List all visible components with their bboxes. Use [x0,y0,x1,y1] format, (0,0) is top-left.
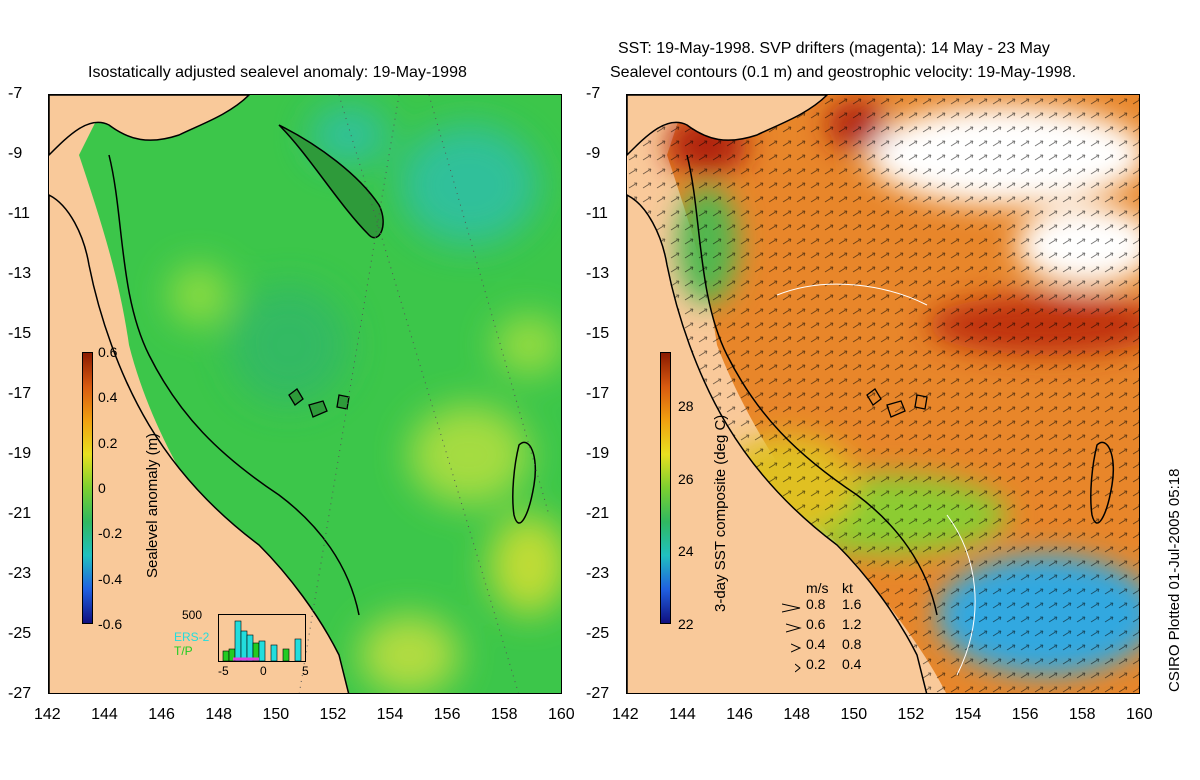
velocity-arrow-icon [785,620,802,638]
lat-tick-label: -19 [8,445,32,462]
lon-tick-label: 150 [262,706,290,723]
lat-tick-label: -19 [586,445,610,462]
lon-tick-label: 150 [840,706,868,723]
sst-colorbar-tick: 28 [678,398,694,415]
lon-tick-label: 160 [1126,706,1153,723]
sst-field [627,95,1139,693]
lat-tick-label: -15 [8,325,32,342]
sealevel-colorbar-tick: 0.6 [98,344,118,360]
sst-colorbar [660,352,671,624]
lat-tick-label: -27 [586,685,610,702]
velocity-legend-ms: 0.6 [806,616,826,632]
sealevel-colorbar [82,352,93,624]
lon-tick-label: 146 [726,706,753,723]
lat-tick-label: -21 [586,505,610,522]
lat-tick-label: -7 [8,85,23,102]
lon-tick-label: 148 [205,706,233,723]
lon-tick-label: 152 [319,706,347,723]
velocity-legend-ms: 0.2 [806,656,826,672]
left-map-title: Isostatically adjusted sealevel anomaly:… [88,64,467,81]
track-histogram-inset [218,614,306,662]
velocity-legend-kt: 1.2 [842,616,862,632]
velocity-legend-header-ms: m/s [806,580,829,596]
lat-tick-label: -23 [8,565,32,582]
velocity-arrow-icon [781,600,802,618]
lon-tick-label: 148 [783,706,811,723]
lon-tick-label: 154 [954,706,982,723]
velocity-legend-header-kt: kt [842,580,853,596]
lat-tick-label: -25 [586,625,610,642]
sealevel-colorbar-tick: -0.6 [98,616,123,632]
lat-tick-label: -11 [8,205,30,222]
lat-tick-label: -23 [586,565,610,582]
plot-credit: CSIRO Plotted 01-Jul-2005 05:18 [1166,468,1183,692]
histogram-label-ers2: ERS-2 [174,630,210,644]
right-map-title-line1: SST: 19-May-1998. SVP drifters (magenta)… [618,40,1050,57]
sealevel-colorbar-tick: 0.2 [98,434,118,451]
track-histogram-bars [222,620,302,662]
lon-tick-label: 158 [1068,706,1096,723]
histogram-xtick: 0 [260,664,267,678]
velocity-legend-ms: 0.4 [806,636,826,652]
lon-tick-label: 156 [1011,706,1039,723]
lon-tick-label: 158 [490,706,518,723]
velocity-legend-kt: 0.8 [842,636,862,652]
lon-tick-label: 146 [148,706,175,723]
lat-tick-label: -17 [586,385,610,402]
sealevel-colorbar-tick: -0.2 [98,525,123,542]
velocity-arrow-icon [790,640,802,658]
velocity-arrow-icon [794,660,802,678]
histogram-label-tp: T/P [174,644,193,658]
lon-tick-label: 152 [897,706,925,723]
lat-tick-label: -17 [8,385,32,402]
lat-tick-label: -9 [586,145,601,162]
velocity-legend-ms: 0.8 [806,596,826,612]
right-map-title-line2: Sealevel contours (0.1 m) and geostrophi… [610,64,1077,81]
sealevel-anomaly-map [48,94,562,694]
sealevel-anomaly-field [49,95,561,693]
lat-tick-label: -21 [8,505,32,522]
sst-colorbar-label: 3-day SST composite (deg C) [712,414,729,612]
histogram-xtick: -5 [218,664,229,678]
velocity-legend-kt: 1.6 [842,596,862,612]
lon-tick-label: 144 [91,706,118,723]
sst-composite-map [626,94,1140,694]
lat-tick-label: -9 [8,145,23,162]
lon-tick-label: 156 [433,706,461,723]
lat-tick-label: -7 [586,85,601,102]
sealevel-colorbar-tick: 0 [98,480,106,496]
lat-tick-label: -27 [8,685,32,702]
sealevel-colorbar-tick: -0.4 [98,570,123,587]
lat-tick-label: -13 [8,265,32,282]
lat-tick-label: -13 [586,265,610,282]
sst-colorbar-tick: 22 [678,616,694,632]
lat-tick-label: -11 [586,205,608,222]
lon-tick-label: 144 [669,706,696,723]
sealevel-colorbar-label: Sealevel anomaly (m) [144,432,161,578]
histogram-xtick: 5 [302,664,309,678]
sst-colorbar-tick: 24 [678,543,694,560]
histogram-ymax: 500 [182,608,203,622]
lon-tick-label: 142 [34,706,61,723]
lon-tick-label: 142 [612,706,639,723]
lon-tick-label: 160 [548,706,575,723]
sealevel-colorbar-tick: 0.4 [98,389,118,406]
lon-tick-label: 154 [376,706,404,723]
lat-tick-label: -25 [8,625,32,642]
velocity-legend-kt: 0.4 [842,656,862,672]
lat-tick-label: -15 [586,325,610,342]
sst-colorbar-tick: 26 [678,470,694,487]
